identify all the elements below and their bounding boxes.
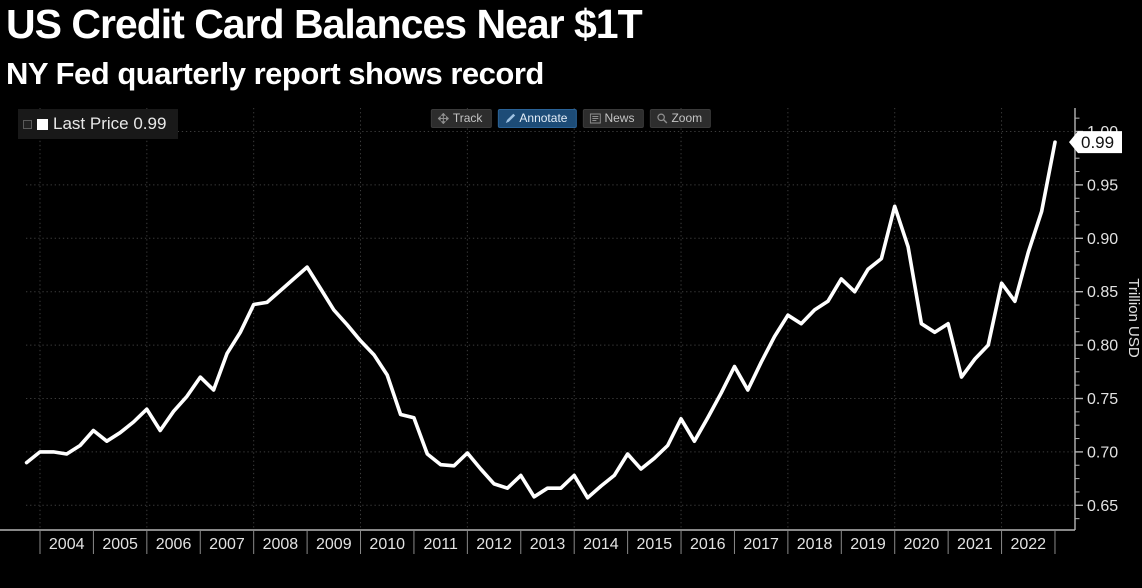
x-tick-label: 2021 [957, 536, 993, 553]
last-price-line [24, 140, 1057, 500]
x-tick-label: 2012 [476, 536, 512, 553]
y-axis-title: Trillion USD [1125, 278, 1142, 358]
zoom-button[interactable]: Zoom [649, 109, 712, 128]
page-title: US Credit Card Balances Near $1T [6, 1, 643, 47]
x-tick-label: 2008 [263, 536, 299, 553]
track-button[interactable]: Track [430, 109, 492, 128]
news-button[interactable]: News [582, 109, 644, 128]
x-tick-label: 2015 [637, 536, 673, 553]
x-tick-label: 2018 [797, 536, 833, 553]
magnifier-icon [656, 113, 667, 124]
x-tick-label: 2016 [690, 536, 726, 553]
y-tick-label: 0.70 [1087, 444, 1118, 461]
pencil-icon [504, 113, 515, 124]
legend-expand-icon[interactable] [23, 119, 32, 129]
x-tick-label: 2006 [156, 536, 192, 553]
y-tick-label: 0.95 [1087, 177, 1118, 194]
y-tick-label: 0.85 [1087, 284, 1118, 301]
legend-label: Last Price 0.99 [53, 114, 167, 133]
move-icon [437, 112, 449, 124]
y-tick-label: 0.65 [1087, 498, 1118, 515]
last-price-value: 0.99 [133, 114, 167, 133]
annotate-button[interactable]: Annotate [497, 109, 577, 128]
x-tick-label: 2011 [423, 536, 458, 553]
last-price-badge-value: 0.99 [1081, 133, 1114, 152]
y-tick-label: 0.75 [1087, 391, 1118, 408]
x-tick-label: 2017 [743, 536, 779, 553]
series-marker-icon [37, 118, 48, 130]
x-tick-label: 2007 [209, 536, 245, 553]
x-tick-label: 2013 [530, 536, 566, 553]
last-price-badge [1069, 131, 1122, 154]
x-tick-label: 2020 [904, 536, 940, 553]
x-tick-label: 2010 [369, 536, 405, 553]
x-tick-label: 2022 [1010, 536, 1046, 553]
x-tick-label: 2005 [102, 536, 138, 553]
x-tick-label: 2009 [316, 536, 352, 553]
y-tick-label: 0.90 [1087, 231, 1118, 248]
chart-plot-area[interactable]: 0.650.700.750.800.850.900.951.00Trillion… [0, 108, 1142, 588]
x-tick-label: 2019 [850, 536, 886, 553]
page-subtitle: NY Fed quarterly report shows record [6, 56, 544, 91]
y-tick-label: 0.80 [1087, 338, 1118, 355]
chart-toolbar: Track Annotate News Zoom [430, 109, 712, 128]
news-icon [589, 113, 601, 124]
x-tick-label: 2004 [49, 536, 85, 553]
x-tick-label: 2014 [583, 536, 619, 553]
legend-last-price[interactable]: Last Price 0.99 [18, 109, 179, 139]
